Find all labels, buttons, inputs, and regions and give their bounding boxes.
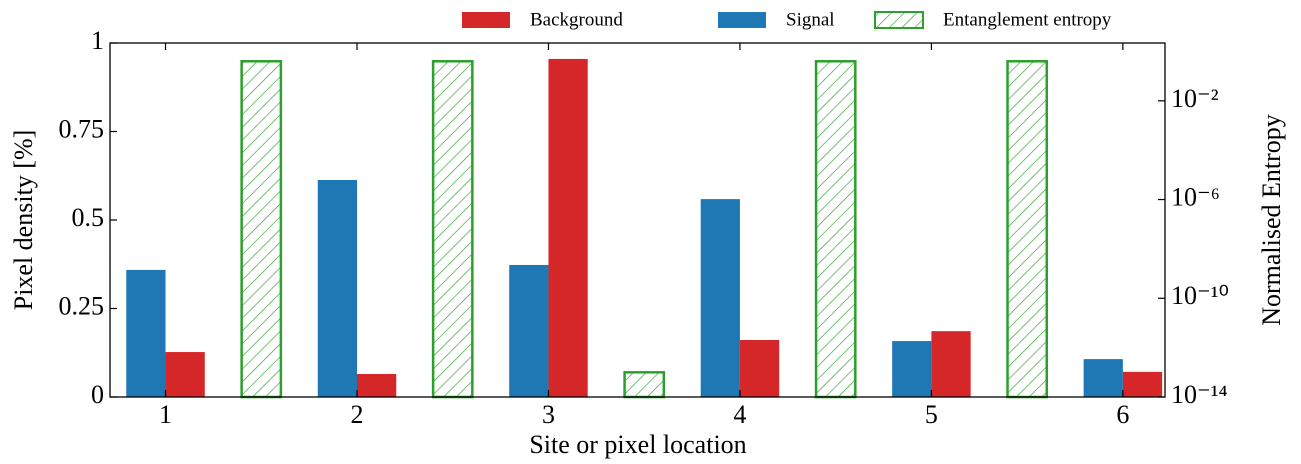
y-tick-label: 0.25 xyxy=(59,291,105,320)
bar xyxy=(931,331,971,397)
bar xyxy=(548,58,588,398)
bar xyxy=(165,352,205,397)
y-tick-label: 0.75 xyxy=(59,114,105,143)
x-tick-label: 1 xyxy=(159,400,172,429)
x-tick-label: 4 xyxy=(733,400,746,429)
y-tick-label: 0 xyxy=(91,380,104,409)
y-axis-label: Pixel density [%] xyxy=(9,130,38,311)
y2-tick-label: 10⁻⁶ xyxy=(1171,183,1220,212)
bar xyxy=(1006,60,1049,399)
bar xyxy=(126,269,166,397)
bar xyxy=(700,199,740,397)
bar xyxy=(739,340,780,397)
x-axis-label: Site or pixel location xyxy=(529,430,746,459)
y2-tick-label: 10⁻¹⁴ xyxy=(1171,380,1228,409)
bar xyxy=(317,179,357,397)
x-tick-label: 6 xyxy=(1116,400,1129,429)
legend-swatch xyxy=(874,11,924,29)
y2-axis-label: Normalised Entropy xyxy=(1257,114,1286,326)
legend-label: Background xyxy=(530,9,623,30)
bar xyxy=(240,60,283,399)
bar xyxy=(1083,359,1123,397)
x-tick-label: 2 xyxy=(350,400,363,429)
bar xyxy=(431,60,474,399)
y2-tick-label: 10⁻¹⁰ xyxy=(1171,281,1229,310)
bar xyxy=(892,341,932,397)
bar xyxy=(509,264,549,397)
x-tick-label: 5 xyxy=(925,400,938,429)
bar xyxy=(623,371,666,399)
y-tick-label: 0.5 xyxy=(72,203,105,232)
y2-tick-label: 10⁻² xyxy=(1171,84,1219,113)
bar xyxy=(1122,371,1163,397)
y-tick-label: 1 xyxy=(91,26,104,55)
bar xyxy=(814,60,857,399)
x-tick-label: 3 xyxy=(542,400,555,429)
legend-swatch xyxy=(718,12,766,28)
legend-swatch xyxy=(462,12,510,28)
bar xyxy=(356,373,397,397)
legend-label: Entanglement entropy xyxy=(943,9,1112,30)
legend-label: Signal xyxy=(786,9,835,30)
